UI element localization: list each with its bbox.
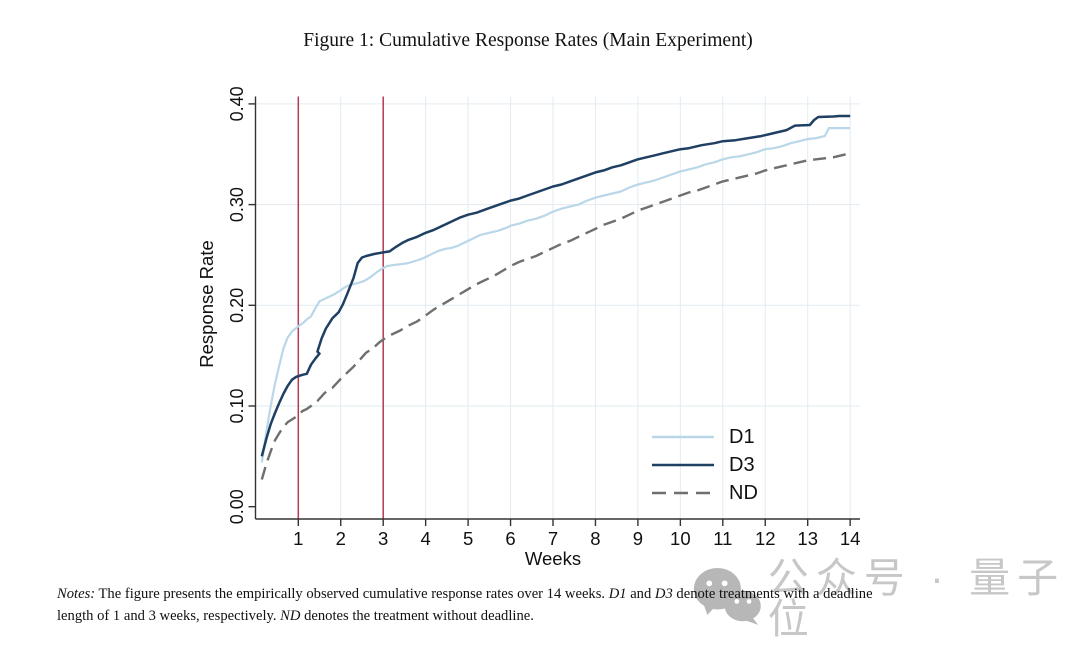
x-tick-label: 5 xyxy=(463,528,473,549)
y-tick-label: 0.30 xyxy=(227,187,247,222)
x-tick-label: 10 xyxy=(670,528,691,549)
x-tick-label: 6 xyxy=(505,528,515,549)
wechat-icon xyxy=(693,567,761,625)
y-tick-label: 0.20 xyxy=(227,288,247,323)
legend-item-d3: D3 xyxy=(651,451,755,479)
notes-line: length of 1 and 3 weeks, respectively. N… xyxy=(57,607,534,624)
x-tick-label: 9 xyxy=(633,528,643,549)
y-tick-label: 0.00 xyxy=(227,489,247,524)
x-tick-label: 14 xyxy=(840,528,861,549)
series-line-d1 xyxy=(260,127,851,463)
figure-notes: Notes: The figure presents the empirical… xyxy=(57,584,1067,628)
legend-item-nd: ND xyxy=(651,479,758,507)
x-tick-label: 12 xyxy=(755,528,776,549)
x-tick-label: 13 xyxy=(797,528,818,549)
x-tick-label: 2 xyxy=(336,528,346,549)
x-tick-label: 11 xyxy=(713,528,732,549)
y-axis-title: Response Rate xyxy=(196,240,217,368)
watermark-text: 公众号 · 量子位 xyxy=(767,555,1066,642)
series-line-d3 xyxy=(260,114,851,457)
x-tick-label: 7 xyxy=(548,528,558,549)
x-axis-title: Weeks xyxy=(524,548,582,569)
x-tick-label: 1 xyxy=(293,528,303,549)
x-tick-label: 4 xyxy=(421,528,431,549)
series-line-nd xyxy=(260,152,851,480)
legend-label-d3: D3 xyxy=(729,454,755,476)
y-tick-label: 0.10 xyxy=(227,388,247,423)
figure-title: Figure 1: Cumulative Response Rates (Mai… xyxy=(303,30,753,51)
legend-line-nd xyxy=(652,491,714,495)
legend-label-nd: ND xyxy=(729,482,758,504)
watermark: 公众号 · 量子位 xyxy=(693,552,1080,640)
legend-line-d3 xyxy=(652,463,714,467)
legend-line-d1 xyxy=(652,435,714,439)
x-tick-label: 3 xyxy=(378,528,388,549)
legend-label-d1: D1 xyxy=(729,426,755,448)
x-tick-label: 8 xyxy=(590,528,600,549)
legend-item-d1: D1 xyxy=(651,423,755,451)
notes-line: Notes: The figure presents the empirical… xyxy=(57,586,873,602)
y-tick-label: 0.40 xyxy=(227,86,247,121)
